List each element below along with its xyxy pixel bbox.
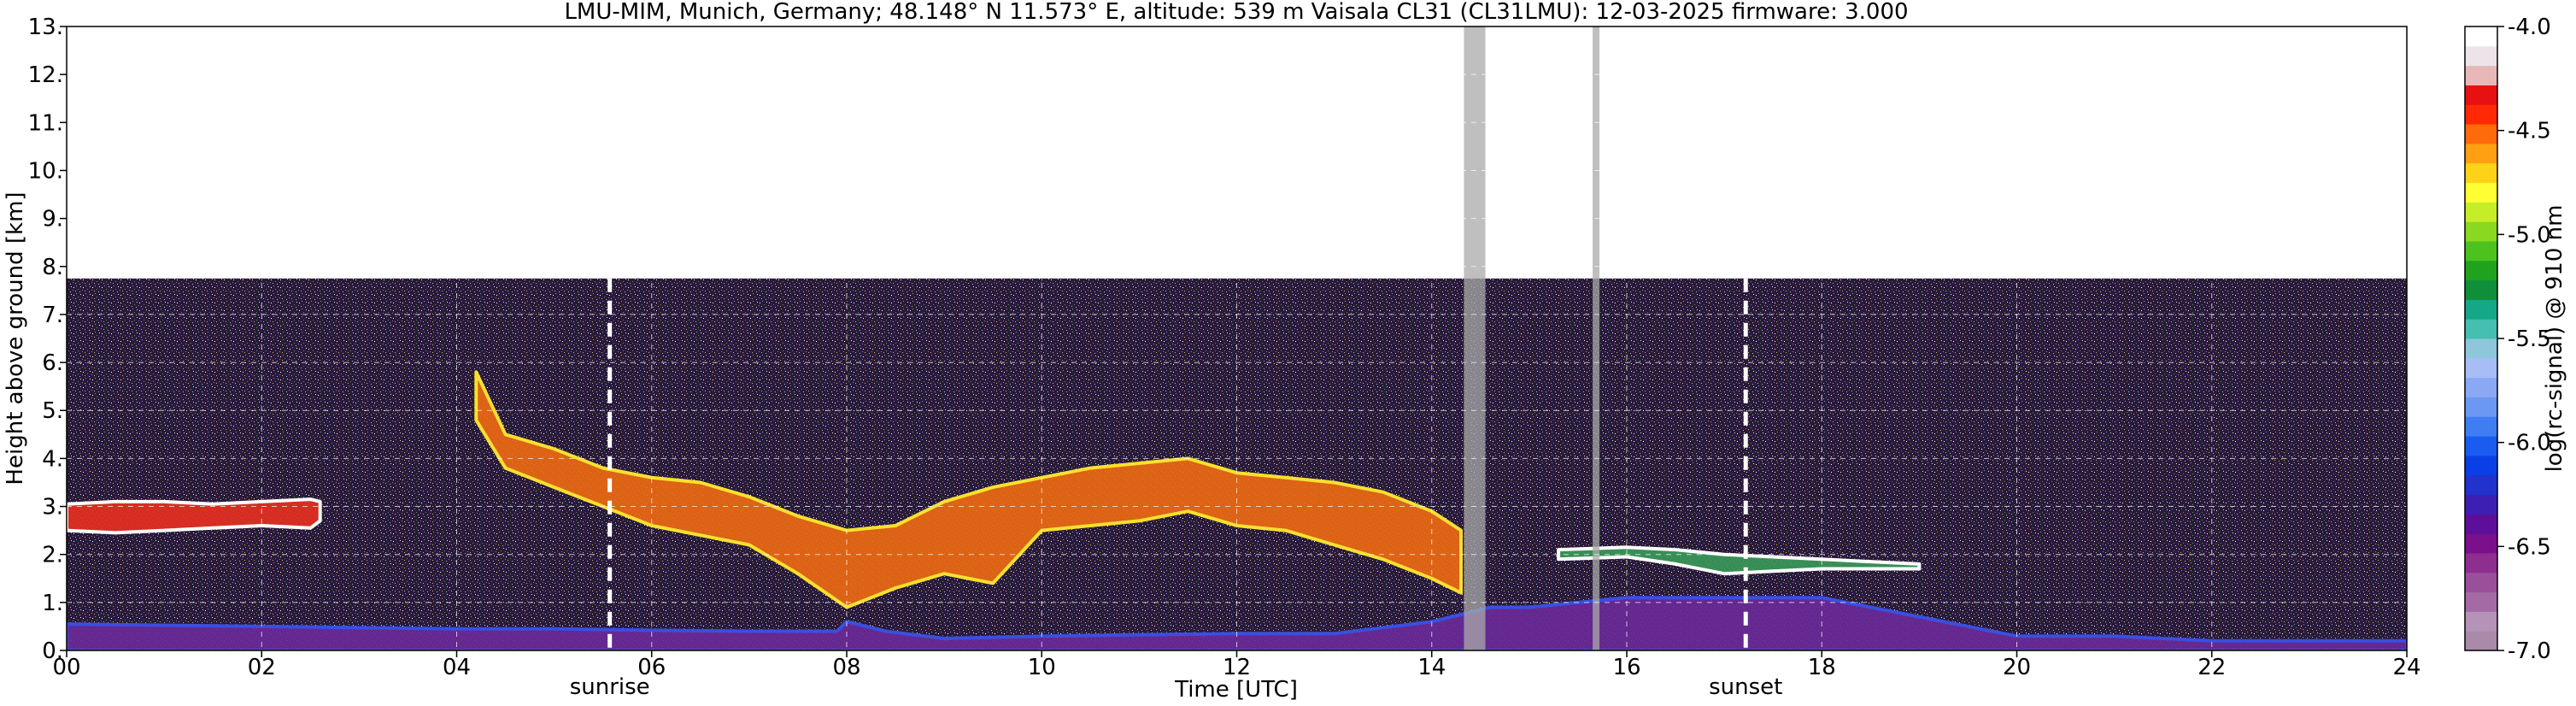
x-tick-label: 18 <box>1808 655 1836 680</box>
y-tick-label: 2. <box>42 543 63 568</box>
x-tick-label: 14 <box>1417 655 1446 680</box>
sun-markers: sunrise sunset <box>570 278 1782 700</box>
x-tick-label: 20 <box>2003 655 2031 680</box>
colorbar-segment <box>2465 533 2497 554</box>
colorbar-segment <box>2465 514 2497 534</box>
layer-boundary-layer <box>67 596 2407 650</box>
x-axis-label: Time [UTC] <box>1174 677 1298 703</box>
y-tick-label: 5. <box>42 398 63 424</box>
y-tick-label: 11. <box>28 110 63 136</box>
y-tick-label: 10. <box>28 158 63 184</box>
colorbar-segment <box>2465 591 2497 612</box>
colorbar-segment <box>2465 494 2497 515</box>
colorbar-tick-label: -7.0 <box>2508 638 2551 664</box>
colorbar-segment <box>2465 474 2497 495</box>
colorbar-segment <box>2465 436 2497 456</box>
x-tick-label: 12 <box>1223 655 1251 680</box>
colorbar-segment <box>2465 260 2497 281</box>
colorbar-segment <box>2465 104 2497 125</box>
x-tick-label: 16 <box>1612 655 1640 680</box>
data-gap-1 <box>1593 26 1600 650</box>
layer-residual-layer <box>67 497 322 535</box>
colorbar-segment <box>2465 299 2497 320</box>
x-tick-label: 02 <box>248 655 276 680</box>
y-tick-label: 6. <box>42 350 63 376</box>
x-tick-label: 24 <box>2392 655 2421 680</box>
colorbar-segment <box>2465 416 2497 437</box>
colorbar-segment <box>2465 611 2497 632</box>
colorbar-segment <box>2465 552 2497 574</box>
colorbar-segment <box>2465 631 2497 651</box>
colorbar-segment <box>2465 85 2497 105</box>
y-tick-label: 13. <box>28 15 63 40</box>
data-gap-0 <box>1464 26 1486 650</box>
colorbar-segment <box>2465 143 2497 164</box>
colorbar-segment <box>2465 240 2497 262</box>
layer-evening-layer <box>1557 545 1922 576</box>
colorbar-tick-label: -4.0 <box>2508 15 2551 40</box>
colorbar-segment <box>2465 182 2497 203</box>
colorbar-segment <box>2465 338 2497 359</box>
colorbar-tick-label: -4.5 <box>2508 119 2551 144</box>
colorbar-segment <box>2465 221 2497 242</box>
colorbar: -4.0 -4.5 -5.0 -5.5 -6.0 -6.5 -7.0 <box>2464 15 2551 664</box>
colorbar-segment <box>2465 202 2497 222</box>
y-tick-label: 3. <box>42 495 63 521</box>
colorbar-segment <box>2465 572 2497 593</box>
x-tick-label: 00 <box>52 655 80 680</box>
colorbar-segment <box>2465 65 2497 85</box>
colorbar-tick-label: -6.5 <box>2508 534 2551 560</box>
y-axis: 0. 1. 2. 3. 4. 5. 6. 7. 8. 9. 10. 11. 12. 13. <box>28 15 67 664</box>
colorbar-label: log(rc-signal) @ 910 nm <box>2542 205 2567 473</box>
colorbar-segment <box>2465 397 2497 417</box>
x-tick-label: 08 <box>832 655 860 680</box>
y-tick-label: 1. <box>42 591 63 616</box>
sunset-label: sunset <box>1709 674 1782 700</box>
colorbar-segment <box>2465 319 2497 339</box>
y-tick-label: 4. <box>42 446 63 472</box>
x-tick-label: 22 <box>2198 655 2226 680</box>
colorbar-tick-label: -5.0 <box>2508 222 2551 248</box>
x-axis: 00 02 04 06 08 10 12 14 16 18 20 22 24 <box>52 650 2421 680</box>
chart-title: LMU-MIM, Munich, Germany; 48.148° N 11.5… <box>564 0 1908 25</box>
y-tick-label: 8. <box>42 255 63 280</box>
x-tick-label: 10 <box>1028 655 1056 680</box>
colorbar-segment <box>2465 455 2497 476</box>
plot-area: sunrise sunset <box>66 26 2408 700</box>
colorbar-tick-label: -5.5 <box>2508 327 2551 352</box>
plot-content <box>67 26 2407 650</box>
colorbar-segment <box>2465 45 2497 67</box>
colorbar-segment <box>2465 279 2497 300</box>
x-tick-label: 04 <box>443 655 471 680</box>
y-axis-label: Height above ground [km] <box>3 191 28 485</box>
y-tick-label: 7. <box>42 303 63 328</box>
y-tick-label: 0. <box>42 638 63 664</box>
colorbar-segment <box>2465 162 2497 183</box>
colorbar-tick-label: -6.0 <box>2508 431 2551 456</box>
colorbar-segment <box>2465 357 2497 379</box>
x-tick-label: 06 <box>637 655 666 680</box>
sunrise-label: sunrise <box>570 674 650 700</box>
colorbar-segment <box>2465 377 2497 397</box>
y-tick-label: 9. <box>42 207 63 232</box>
colorbar-segment <box>2465 26 2497 47</box>
colorbar-segment <box>2465 124 2497 144</box>
signal-region <box>67 278 2407 650</box>
y-tick-label: 12. <box>28 62 63 88</box>
